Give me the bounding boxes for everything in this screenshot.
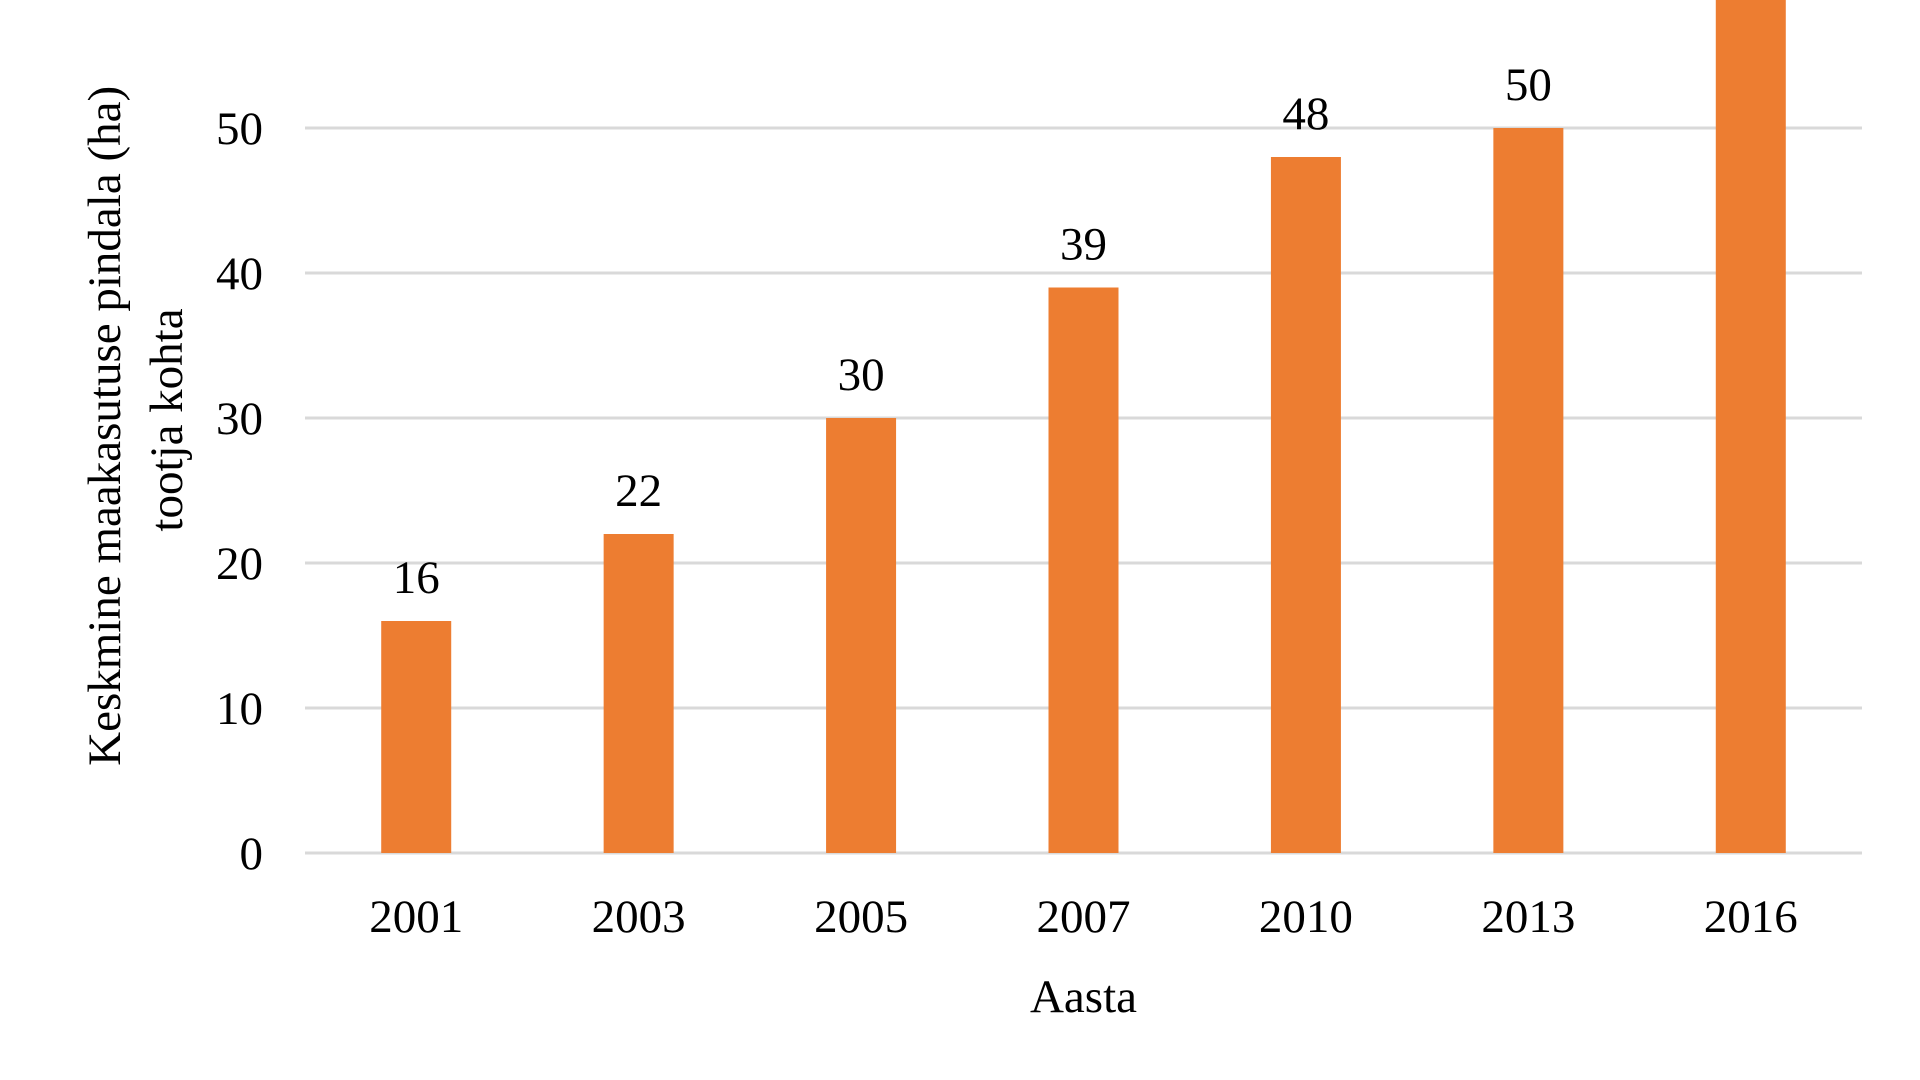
bar-2001 <box>381 621 452 853</box>
data-label-2010: 48 <box>1282 88 1329 140</box>
y-axis-tick-labels: 0 10 20 30 40 50 <box>216 103 263 880</box>
bar-2003 <box>603 534 674 853</box>
data-label-2001: 16 <box>393 552 440 604</box>
bar-2007 <box>1048 287 1119 853</box>
y-tick-label-0: 0 <box>240 828 264 880</box>
data-labels: 16 22 30 39 48 50 <box>393 59 1552 604</box>
x-tick-label-2005: 2005 <box>814 891 908 943</box>
x-tick-label-2003: 2003 <box>592 891 686 943</box>
data-label-2003: 22 <box>615 465 662 517</box>
y-tick-label-10: 10 <box>216 683 263 735</box>
x-axis-title: Aasta <box>1030 971 1137 1023</box>
bar-2016 <box>1715 0 1786 853</box>
y-tick-label-50: 50 <box>216 103 263 155</box>
y-axis-title-line-1: Keskmine maakasutuse pindala (ha) <box>79 86 131 766</box>
y-axis-title-line-2: tootja kohta <box>141 308 193 531</box>
data-label-2007: 39 <box>1060 219 1107 271</box>
y-tick-label-20: 20 <box>216 538 263 590</box>
x-tick-label-2001: 2001 <box>369 891 463 943</box>
y-tick-label-40: 40 <box>216 248 263 300</box>
x-axis-tick-labels: 2001 2003 2005 2007 2010 2013 2016 <box>369 891 1798 943</box>
x-tick-label-2013: 2013 <box>1481 891 1575 943</box>
data-label-2005: 30 <box>838 349 885 401</box>
x-tick-label-2007: 2007 <box>1037 891 1131 943</box>
x-tick-label-2016: 2016 <box>1704 891 1798 943</box>
data-label-2013: 50 <box>1505 59 1552 111</box>
bar-2005 <box>826 418 897 853</box>
bar-2013 <box>1493 128 1564 853</box>
bars <box>381 0 1786 853</box>
x-tick-label-2010: 2010 <box>1259 891 1353 943</box>
y-axis-title: Keskmine maakasutuse pindala (ha) tootja… <box>79 74 193 766</box>
y-tick-label-30: 30 <box>216 393 263 445</box>
bar-2010 <box>1270 157 1341 853</box>
